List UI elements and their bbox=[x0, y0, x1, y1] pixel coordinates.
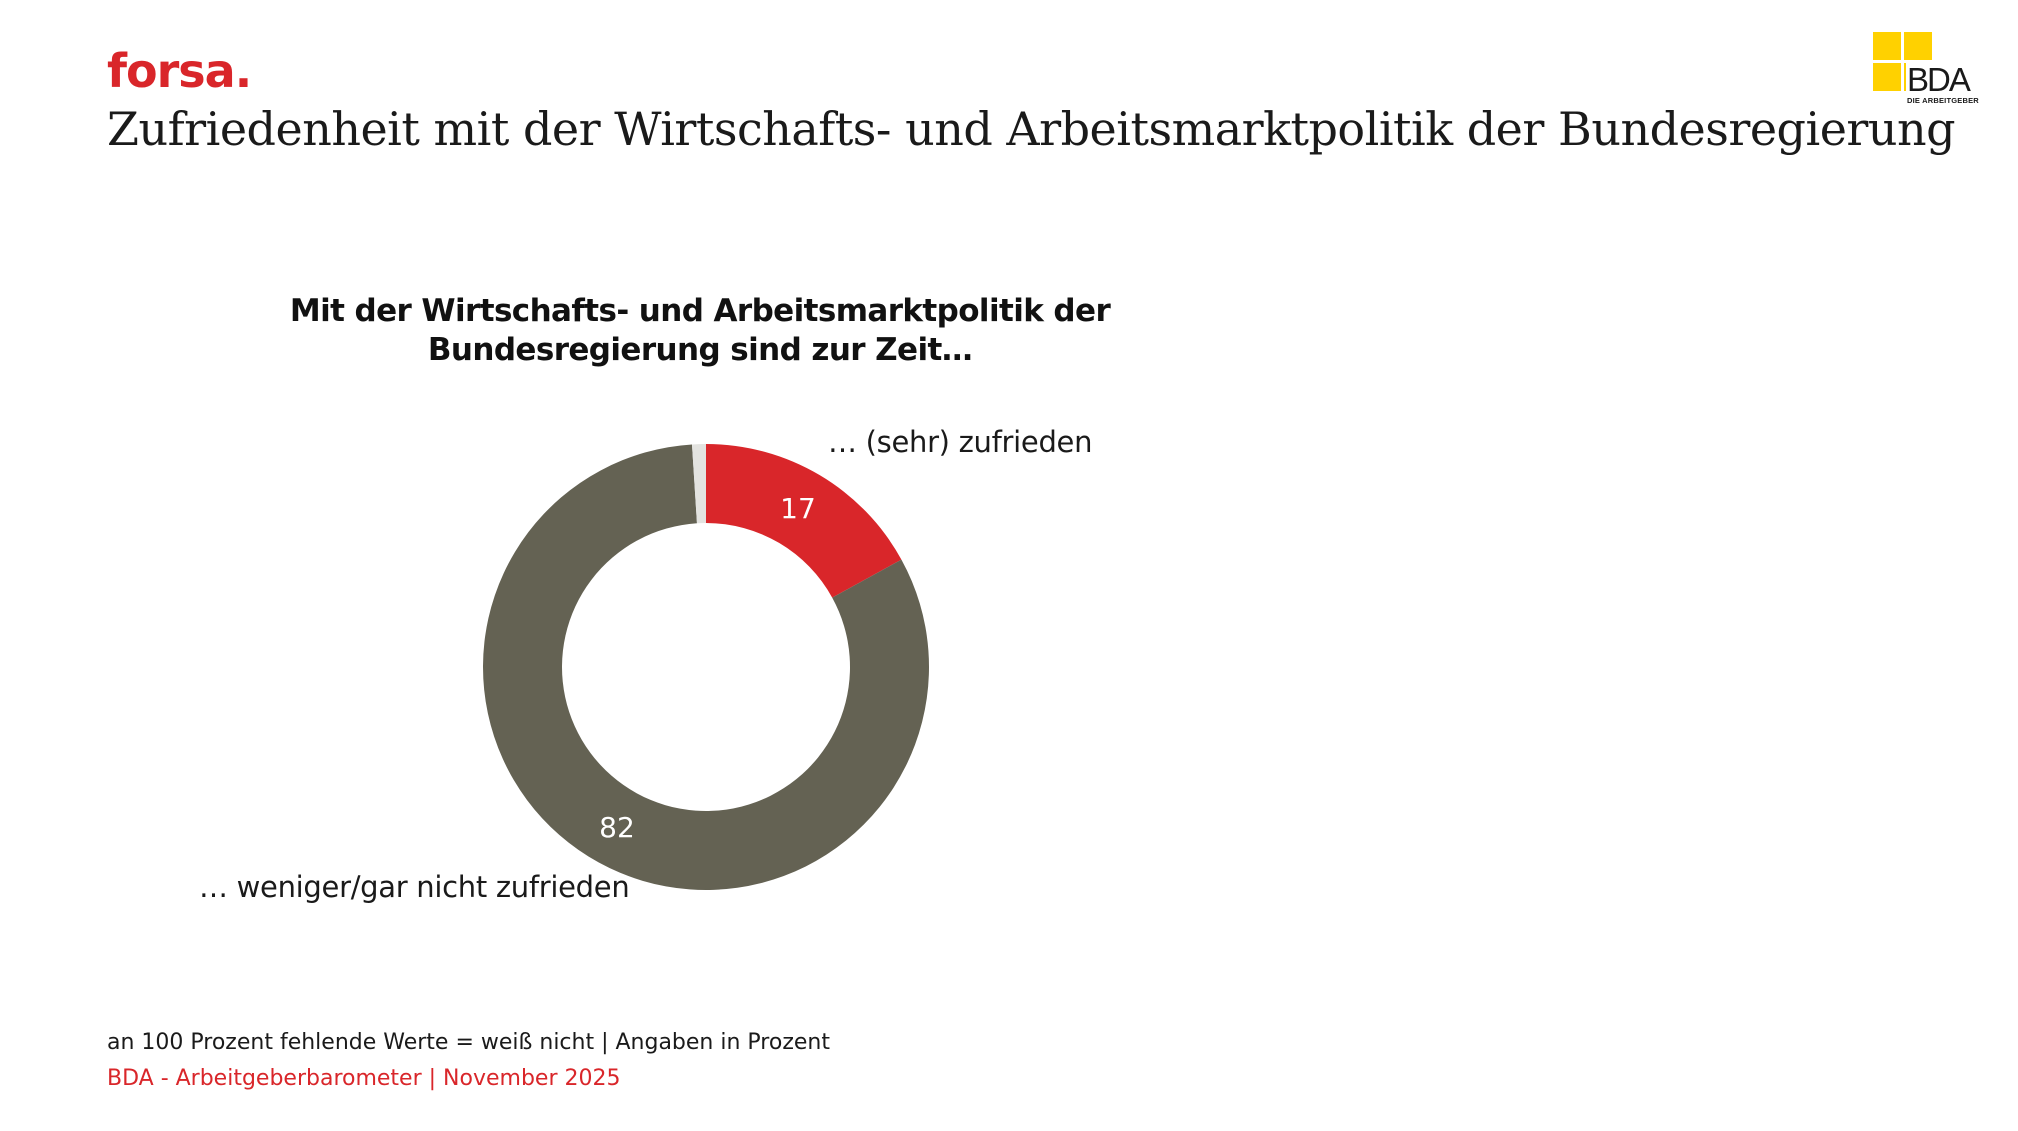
donut-value-label-1: 82 bbox=[599, 811, 635, 844]
page-title: Zufriedenheit mit der Wirtschafts- und A… bbox=[107, 102, 1956, 156]
logo-square bbox=[1873, 63, 1901, 91]
label-satisfied: … (sehr) zufrieden bbox=[828, 425, 1093, 459]
footnote: an 100 Prozent fehlende Werte = weiß nic… bbox=[107, 1030, 830, 1055]
logo-square bbox=[1873, 32, 1901, 60]
donut-slice-0 bbox=[706, 444, 902, 598]
source-line: BDA - Arbeitgeberbarometer | November 20… bbox=[107, 1066, 621, 1091]
donut-value-label-0: 17 bbox=[780, 492, 816, 525]
chart-title-line-1: Mit der Wirtschafts- und Arbeitsmarktpol… bbox=[289, 293, 1111, 329]
bda-logo: BDA DIE ARBEITGEBER bbox=[1873, 32, 1983, 106]
logo-text: BDA bbox=[1906, 61, 1971, 98]
donut-slice-2 bbox=[691, 444, 706, 524]
logo-subtitle: DIE ARBEITGEBER bbox=[1907, 96, 1979, 105]
forsa-brand: forsa. bbox=[107, 44, 252, 98]
label-unsatisfied: … weniger/gar nicht zufrieden bbox=[199, 870, 630, 904]
donut-slice-1 bbox=[483, 444, 929, 890]
chart-title: Mit der Wirtschafts- und Arbeitsmarktpol… bbox=[200, 292, 1200, 370]
chart-title-line-2: Bundesregierung sind zur Zeit… bbox=[427, 332, 973, 368]
logo-square bbox=[1904, 32, 1932, 60]
